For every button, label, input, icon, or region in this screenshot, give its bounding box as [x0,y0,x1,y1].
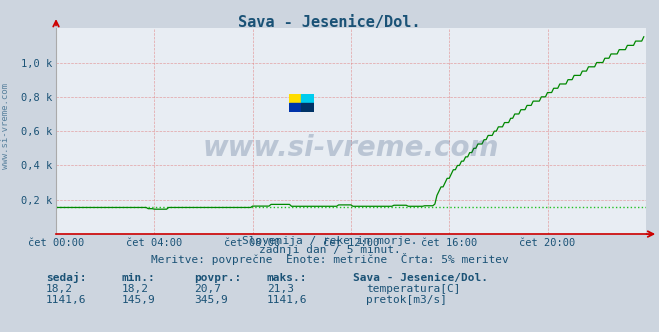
Text: temperatura[C]: temperatura[C] [366,284,461,294]
Text: Meritve: povprečne  Enote: metrične  Črta: 5% meritev: Meritve: povprečne Enote: metrične Črta:… [151,253,508,265]
Text: min.:: min.: [122,273,156,283]
Text: sedaj:: sedaj: [46,272,86,283]
Text: 1141,6: 1141,6 [46,295,86,305]
Text: Sava - Jesenice/Dol.: Sava - Jesenice/Dol. [353,273,488,283]
Text: 21,3: 21,3 [267,284,294,294]
Text: 145,9: 145,9 [122,295,156,305]
Text: 345,9: 345,9 [194,295,228,305]
Text: Slovenija / reke in morje.: Slovenija / reke in morje. [242,236,417,246]
Bar [301,94,314,103]
Text: maks.:: maks.: [267,273,307,283]
Text: zadnji dan / 5 minut.: zadnji dan / 5 minut. [258,245,401,255]
Text: 1141,6: 1141,6 [267,295,307,305]
Text: 18,2: 18,2 [46,284,73,294]
Text: 18,2: 18,2 [122,284,149,294]
Bar [289,103,301,112]
Text: Sava - Jesenice/Dol.: Sava - Jesenice/Dol. [239,15,420,30]
Text: www.si-vreme.com: www.si-vreme.com [1,83,10,169]
Text: povpr.:: povpr.: [194,273,242,283]
Text: 20,7: 20,7 [194,284,221,294]
Bar [301,103,314,112]
Bar [289,94,301,103]
Text: pretok[m3/s]: pretok[m3/s] [366,295,447,305]
Text: www.si-vreme.com: www.si-vreme.com [203,133,499,162]
